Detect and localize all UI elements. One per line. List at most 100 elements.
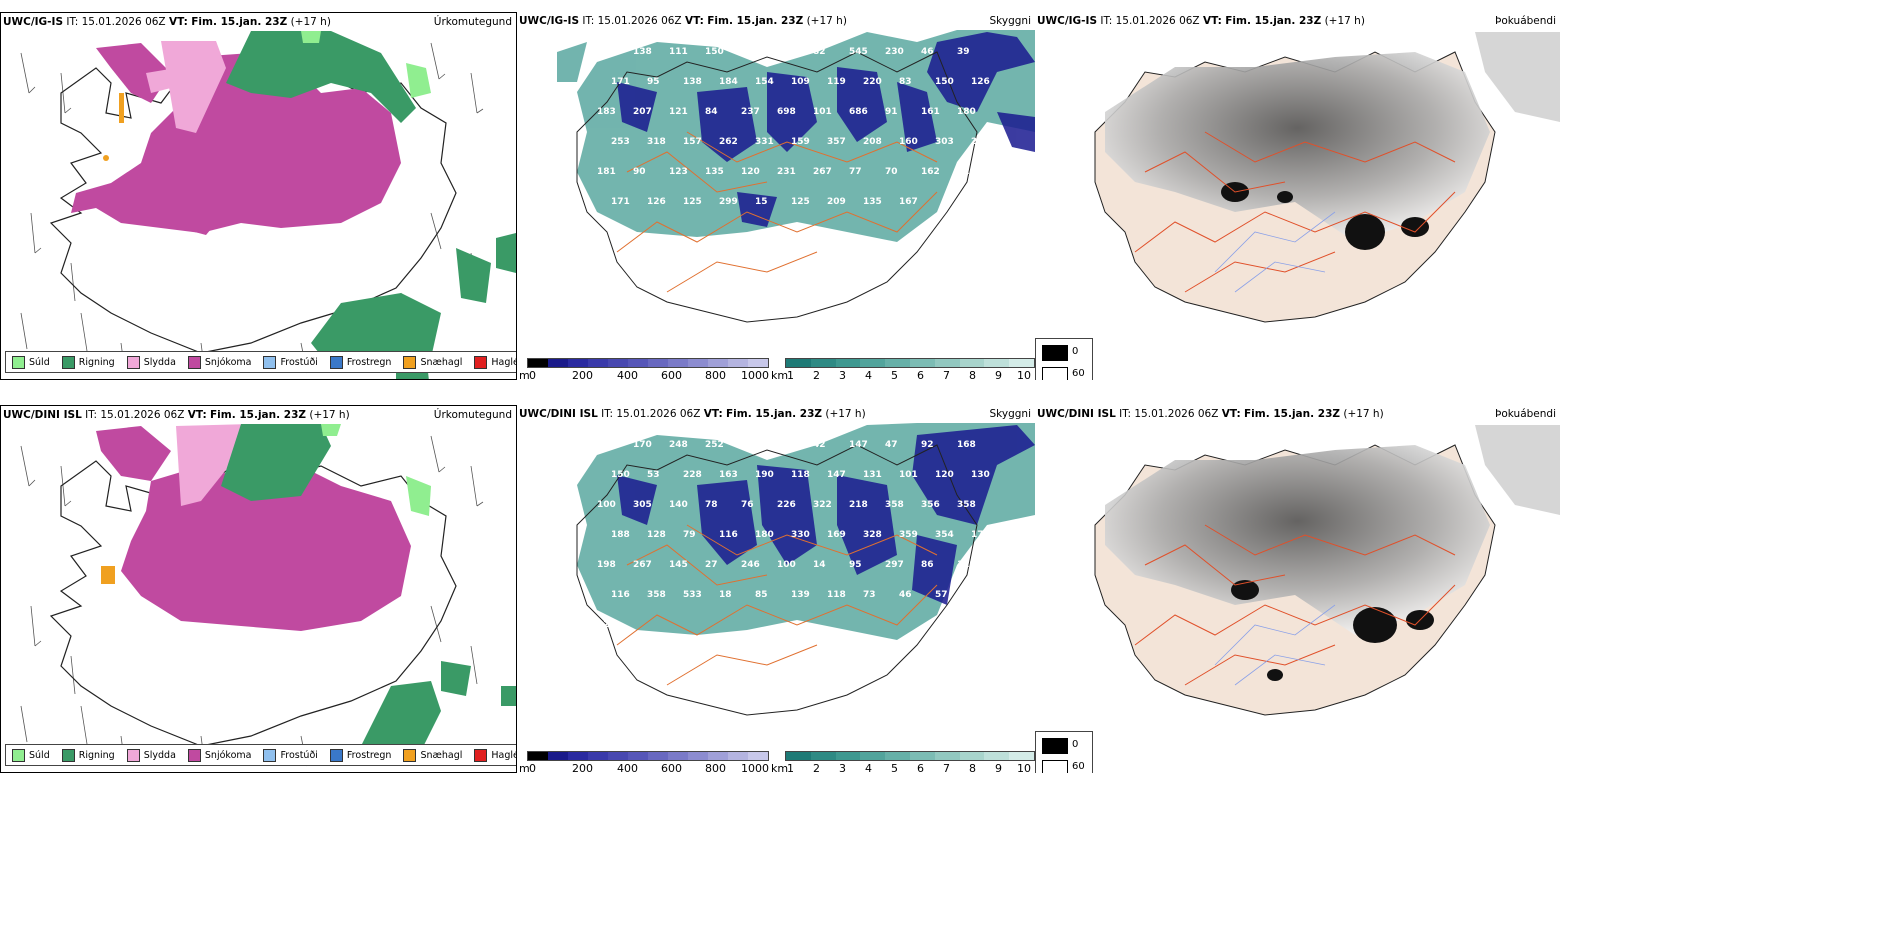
cloud-base-label: 190 [755, 470, 774, 480]
colorbar-tick: 8 [969, 369, 976, 380]
colorbar-meters: m 0 200 400 600 800 1000 [519, 751, 769, 773]
colorbar-segment [959, 752, 985, 760]
cloud-base-label: 82 [813, 47, 826, 57]
cloud-base-label: 130 [971, 470, 990, 480]
legend-swatch [61, 748, 75, 762]
legend-swatch [474, 748, 488, 762]
legend-item-freezing-rain: Frostregn [329, 355, 391, 369]
panel-header: UWC/DINI ISL IT: 15.01.2026 06Z VT: Fim.… [519, 408, 866, 420]
cloud-base-label: 150 [611, 470, 630, 480]
cloud-base-label: 180 [755, 530, 774, 540]
colorbar-segment [909, 752, 935, 760]
colorbar-segment [728, 752, 748, 760]
precip-type-map-bottom: UWC/DINI ISL IT: 15.01.2026 06Z VT: Fim.… [0, 405, 517, 773]
cloud-base-label: 150 [935, 77, 954, 87]
cloud-base-label: 125 [791, 197, 810, 207]
cloud-base-label: 140 [669, 500, 688, 510]
legend-swatch [187, 748, 201, 762]
colorbar-segment [588, 752, 608, 760]
colorbar-segment [984, 359, 1010, 367]
cloud-base-label: 145 [669, 560, 688, 570]
fog-shading [1105, 445, 1490, 635]
colorbar-segment [1009, 359, 1034, 367]
cloud-base-label: 545 [849, 47, 868, 57]
cloud-base-label: 91 [885, 107, 898, 117]
cloud-base-label: 86 [921, 560, 934, 570]
cloud-base-label: 188 [611, 530, 630, 540]
colorbar-tick: 400 [617, 762, 638, 773]
colorbar-tick: 400 [617, 369, 638, 380]
colorbar-kilometers: km 1 2 3 4 5 6 7 8 9 10 [771, 751, 1035, 773]
legend-item-rain: Rigning [61, 355, 115, 369]
cloud-base-label: 171 [611, 197, 630, 207]
cloud-base-label: 180 [957, 107, 976, 117]
cloud-base-label: 135 [863, 197, 882, 207]
cloud-base-label: 183 [597, 107, 616, 117]
legend-swatch [263, 748, 277, 762]
colorbar-segment [668, 359, 688, 367]
legend-swatch [12, 748, 25, 762]
offshore-fog [1475, 32, 1560, 122]
colorbar-unit: km [771, 369, 789, 380]
cloud-base-label: 109 [791, 77, 810, 87]
legend-item-freezing-drizzle: Frostúði [263, 355, 318, 369]
legend-item-freezing-rain: Frostregn [329, 748, 391, 762]
colorbar-tick: 800 [705, 369, 726, 380]
colorbar-tick: 5 [891, 762, 898, 773]
cloud-base-label: 100 [777, 560, 796, 570]
legend-swatch [263, 355, 277, 369]
legend-swatch [12, 355, 25, 369]
cloud-base-label: 138 [683, 77, 702, 87]
colorbar-segment [786, 359, 811, 367]
cloud-base-label: 237 [741, 107, 760, 117]
fog-map-graphic [1094, 32, 1560, 323]
cloud-base-label: 118 [827, 590, 846, 600]
precip-type-legend: Súld Rigning Slydda Snjókoma Frostúði Fr… [5, 744, 516, 766]
cloud-base-label: 73 [863, 590, 876, 600]
colorbar-segment [608, 752, 628, 760]
cloud-base-label: 120 [935, 470, 954, 480]
cloud-base-label: 13 [971, 590, 984, 600]
cloud-base-label: 357 [827, 137, 846, 147]
cloud-base-label: 57 [741, 440, 754, 450]
legend-swatch [126, 355, 140, 369]
colorbar-segment [934, 752, 960, 760]
legend-swatch [403, 748, 417, 762]
cloud-base-label: 27 [705, 560, 718, 570]
cloud-base-label: 198 [597, 560, 616, 570]
value-labels: 115 170 248 252 57 54 42 147 47 92 168 150 53 228 163 1… [597, 440, 990, 630]
colorbar-tick: 2 [813, 369, 820, 380]
cloud-base-label: 129 [597, 47, 616, 57]
legend-item-snow: Snjókoma [187, 355, 251, 369]
colorbar-segment [648, 359, 668, 367]
fog-legend-label-low: 60 [1072, 368, 1085, 379]
colorbar-segment [835, 752, 861, 760]
cloud-base-label: 100 [597, 500, 616, 510]
cloud-base-label: 267 [813, 167, 832, 177]
fog-shading [1105, 52, 1490, 242]
colorbar-tick: 4 [865, 762, 872, 773]
cloud-base-label: 85 [755, 590, 768, 600]
cloud-base-label: 168 [957, 440, 976, 450]
cloud-base-label: 167 [899, 197, 918, 207]
panel-title: Þokuábendi [1495, 15, 1556, 27]
legend-item-drizzle: Súld [12, 355, 50, 369]
legend-swatch [329, 748, 343, 762]
cloud-base-label: 358 [957, 500, 976, 510]
cloud-base-label: 248 [669, 440, 688, 450]
cloud-base-label: 126 [971, 77, 990, 87]
colorbar-segment [688, 752, 708, 760]
colorbar-tick: 6 [917, 762, 924, 773]
cloud-base-label: 299 [719, 197, 738, 207]
iceland-outline [576, 444, 978, 716]
cloud-base-label: 79 [683, 530, 696, 540]
colorbar-segment [548, 752, 568, 760]
legend-item-drizzle: Súld [12, 748, 50, 762]
legend-item-hail: Haglél [474, 748, 516, 762]
cloud-base-label: 147 [827, 470, 846, 480]
colorbar-tick: 9 [995, 369, 1002, 380]
cloud-base-label: 161 [921, 107, 940, 117]
colorbar-segment [1009, 752, 1034, 760]
colorbar-unit: km [771, 762, 789, 773]
low-visibility-teal [557, 30, 1035, 242]
